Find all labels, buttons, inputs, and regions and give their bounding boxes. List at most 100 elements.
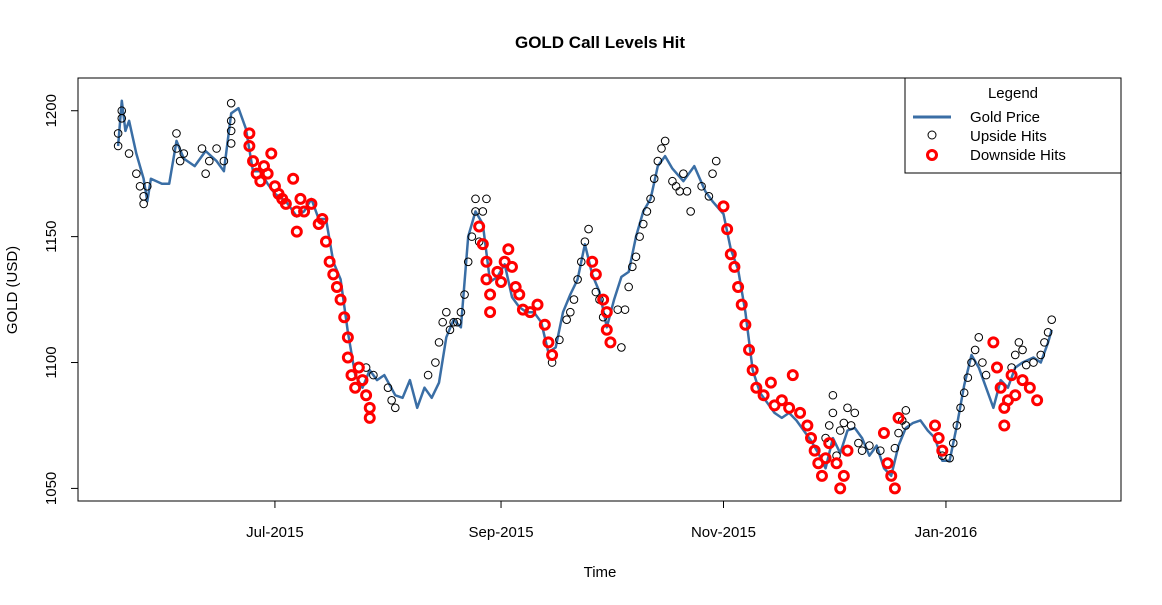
downside-hit-point: [247, 155, 260, 168]
upside-hit-point: [824, 421, 834, 430]
upside-hit-point: [113, 141, 123, 151]
upside-hit-point: [646, 194, 655, 204]
downside-hit-point: [1031, 394, 1044, 407]
downside-hit-point: [491, 265, 504, 278]
upside-hit-point: [828, 390, 838, 400]
upside-hit-point: [865, 441, 874, 450]
upside-hit-point: [226, 126, 236, 136]
upside-hit-point: [638, 219, 648, 229]
downside-hit-point: [808, 444, 821, 457]
downside-hit-point: [929, 419, 942, 432]
upside-hit-point: [179, 149, 189, 158]
upside-hit-point: [124, 149, 134, 158]
upside-hit-point: [828, 408, 838, 418]
downside-hit-point: [819, 452, 832, 465]
upside-hit-point: [894, 428, 903, 438]
upside-hit-point: [438, 317, 447, 327]
downside-hit-point: [775, 394, 788, 407]
upside-hit-point: [901, 406, 911, 415]
x-tick-label: Sep-2015: [469, 524, 534, 541]
downside-hit-point: [334, 293, 347, 306]
upside-hit-point: [172, 129, 181, 138]
downside-hit-point: [837, 469, 850, 482]
downside-hit-point: [538, 318, 551, 331]
upside-hit-point: [974, 333, 984, 342]
upside-hit-point: [642, 207, 652, 216]
downside-hit-point: [316, 213, 329, 225]
upside-hit-point: [117, 113, 127, 123]
downside-hit-point: [750, 381, 763, 394]
downside-hit-point: [1016, 374, 1029, 387]
downside-hit-point: [724, 248, 737, 261]
downside-hit-point: [495, 275, 508, 288]
legend-downside-swatch: [926, 149, 938, 161]
upside-hit-point: [978, 358, 987, 367]
downside-hit-point: [888, 482, 901, 495]
upside-hit-point: [613, 305, 623, 314]
downside-hit-point: [1009, 389, 1022, 402]
upside-hit-point: [566, 307, 575, 317]
downside-hit-point: [841, 444, 854, 457]
legend-box: [904, 77, 1122, 174]
downside-hit-point: [484, 288, 497, 301]
upside-hit-point: [1036, 350, 1046, 360]
x-tick-label: Jan-2016: [915, 524, 978, 541]
upside-hit-point: [704, 192, 714, 201]
upside-hit-point: [460, 290, 469, 299]
upside-hit-point: [1018, 345, 1027, 355]
legend-downside-label: Downside Hits: [970, 147, 1066, 164]
upside-hit-point: [431, 358, 440, 367]
upside-hit-point: [970, 345, 980, 355]
downside-hit-point: [505, 260, 518, 273]
downside-hit-point: [600, 323, 613, 336]
upside-hit-point: [686, 207, 695, 216]
downside-hit-point: [546, 348, 559, 361]
downside-hit-point: [363, 411, 376, 424]
upside-hit-point: [635, 232, 644, 241]
upside-hit-point: [671, 181, 681, 191]
upside-hit-point: [631, 252, 641, 262]
upside-hit-point: [660, 136, 670, 146]
downside-hit-point: [243, 127, 256, 140]
upside-hit-point: [562, 315, 571, 325]
upside-hit-point: [584, 224, 593, 234]
upside-hit-point: [226, 98, 236, 108]
upside-hit-point: [576, 257, 586, 267]
upside-hit-point: [456, 307, 466, 317]
upside-hit-point: [445, 325, 455, 335]
downside-hit-point: [261, 167, 274, 180]
upside-hit-point: [668, 176, 677, 186]
legend: Legend Gold Price Upside Hits Downside H…: [904, 77, 1122, 174]
downside-hit-point: [877, 427, 890, 440]
downside-hit-point: [834, 482, 847, 495]
upside-hit-point: [839, 418, 849, 428]
downside-hit-point: [323, 255, 336, 268]
downside-hit-point: [786, 369, 799, 382]
downside-hit-point: [728, 260, 741, 273]
upside-hit-point: [175, 156, 185, 166]
upside-hit-point: [981, 370, 991, 380]
downside-hit-point: [936, 444, 949, 457]
downside-hit-point: [743, 343, 756, 356]
downside-hit-point: [290, 205, 303, 218]
y-tick-label: 1050: [43, 472, 60, 505]
downside-hit-point: [502, 243, 515, 256]
upside-hit-point: [617, 343, 626, 352]
chart-title: GOLD Call Levels Hit: [515, 33, 685, 52]
downside-hit-point: [265, 147, 278, 160]
downside-hit-point: [360, 389, 373, 402]
upside-hit-point: [383, 383, 393, 392]
upside-hit-point: [679, 169, 688, 178]
upside-hit-point: [697, 181, 706, 191]
upside-hit-point: [682, 187, 692, 196]
upside-hit-point: [135, 181, 145, 191]
upside-hit-point: [843, 403, 852, 413]
upside-hit-point: [1047, 315, 1057, 325]
downside-hit-point: [341, 351, 354, 364]
x-tick-label: Jul-2015: [246, 524, 304, 541]
upside-hit-point: [442, 307, 451, 317]
upside-hit-point: [204, 156, 214, 166]
upside-hit-point: [423, 370, 433, 380]
upside-hit-point: [132, 169, 141, 178]
upside-hit-point: [876, 446, 885, 455]
